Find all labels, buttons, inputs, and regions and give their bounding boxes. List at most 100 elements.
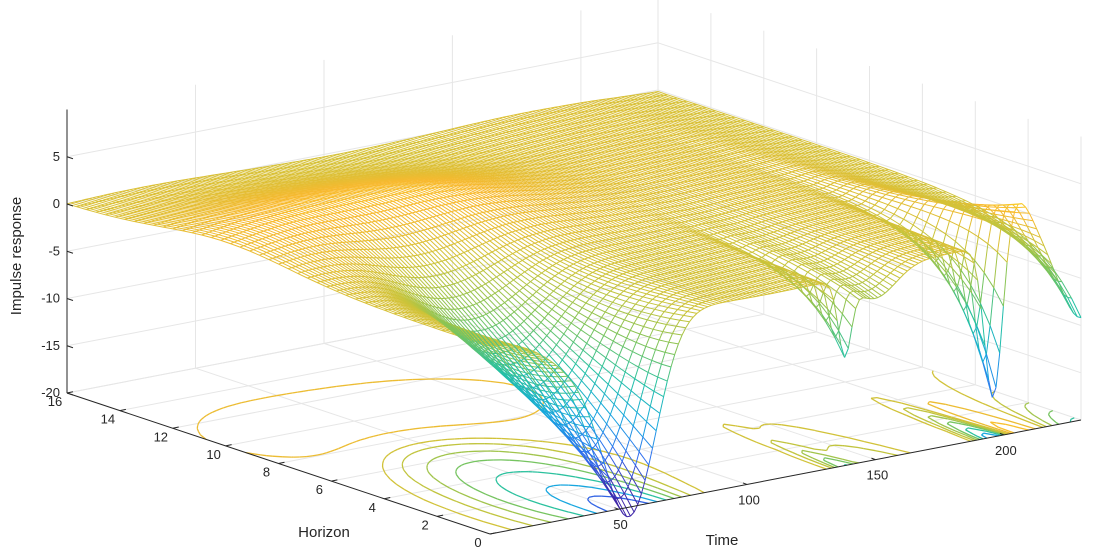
contour-segment (396, 483, 405, 490)
contour-segment (1030, 422, 1044, 429)
mesh-segment (476, 232, 481, 236)
contour-segment (426, 446, 432, 450)
contour-segment (631, 499, 646, 504)
contour-segment (442, 444, 449, 447)
contour-segment (536, 510, 553, 516)
mesh-segment (409, 255, 414, 257)
contour-segment (410, 451, 415, 455)
mesh-segment (435, 248, 440, 251)
contour-segment (577, 469, 585, 473)
contour-segment (1010, 409, 1016, 413)
contour-segment (895, 401, 902, 404)
contour-segment (829, 444, 835, 447)
contour-segment (802, 452, 814, 459)
contour-segment (1027, 409, 1034, 416)
mesh-segment (459, 227, 464, 231)
contour-segment (823, 462, 835, 469)
contour-segment (592, 479, 598, 482)
mesh-segment (443, 246, 448, 249)
mesh-segment (504, 232, 509, 236)
contour-segment (668, 485, 670, 488)
contour-segment (934, 420, 940, 425)
contour-segment (992, 423, 999, 428)
contour-segment (997, 428, 1012, 435)
contour-segment (984, 424, 999, 430)
contour-segment (946, 421, 951, 425)
contour-segment (1013, 425, 1029, 431)
contour-segment (427, 426, 434, 429)
contour-segment (336, 385, 343, 388)
mesh-segment (508, 253, 513, 257)
contour-segment (433, 425, 441, 428)
contour-segment (792, 451, 798, 456)
contour-segment (796, 453, 809, 460)
contour-segment (998, 426, 1002, 430)
contour-segment (453, 424, 461, 426)
contour-segment (409, 428, 416, 431)
contour-segment (429, 440, 436, 443)
contour-segment (951, 430, 963, 437)
contour-segment (940, 426, 952, 433)
contour-segment (461, 450, 469, 453)
contour-segment (434, 503, 446, 509)
contour-segment (879, 444, 895, 450)
contour-segment (654, 467, 666, 474)
contour-segment (724, 427, 736, 434)
contour-segment (568, 484, 579, 487)
mesh-segment (489, 238, 494, 242)
contour-segment (459, 492, 471, 498)
contour-segment (520, 416, 525, 419)
contour-segment (876, 396, 880, 399)
contour-segment (960, 392, 966, 396)
contour-segment (496, 474, 500, 478)
contour-segment (480, 500, 483, 503)
contour-segment (464, 462, 470, 465)
mesh-segment (433, 237, 438, 240)
mesh-segment (437, 235, 442, 239)
mesh-segment (420, 253, 425, 255)
contour-segment (924, 422, 937, 429)
contour-segment (201, 416, 205, 420)
contour-segment (981, 434, 988, 439)
mesh-segment (429, 275, 433, 278)
contour-segment (786, 442, 790, 445)
mesh-segment (486, 265, 491, 269)
mesh-segment (454, 267, 459, 271)
contour-segment (684, 482, 691, 486)
contour-segment (1049, 410, 1054, 413)
contour-segment (548, 484, 554, 488)
mesh-segment (428, 251, 433, 253)
mesh-segment (404, 245, 408, 247)
contour-segment (395, 483, 398, 486)
contour-segment (1015, 411, 1026, 418)
contour-segment (311, 454, 318, 457)
contour-segment (576, 476, 594, 482)
mesh-segment (450, 243, 455, 246)
contour-segment (475, 488, 487, 495)
contour-segment (998, 401, 1002, 405)
contour-segment (326, 450, 332, 454)
contour-segment (958, 422, 969, 426)
contour-segment (632, 478, 646, 485)
contour-segment (1032, 414, 1035, 417)
contour-segment (775, 444, 787, 451)
contour-segment (520, 513, 536, 520)
contour-segment (524, 414, 529, 418)
contour-segment (962, 435, 975, 442)
contour-segment (530, 439, 543, 443)
mesh-segment (424, 252, 429, 254)
contour-segment (737, 425, 754, 430)
contour-segment (400, 446, 406, 449)
mesh-segment (470, 224, 475, 227)
contour-segment (481, 379, 491, 383)
contour-segment (325, 386, 332, 389)
mesh-segment (491, 249, 496, 253)
mesh-segment (482, 241, 487, 245)
contour-segment (932, 374, 935, 377)
contour-segment (910, 404, 926, 411)
contour-segment (509, 451, 521, 454)
contour-segment (881, 403, 893, 410)
contour-segment (459, 478, 465, 483)
contour-segment (803, 445, 815, 450)
mesh-segment (454, 241, 459, 245)
